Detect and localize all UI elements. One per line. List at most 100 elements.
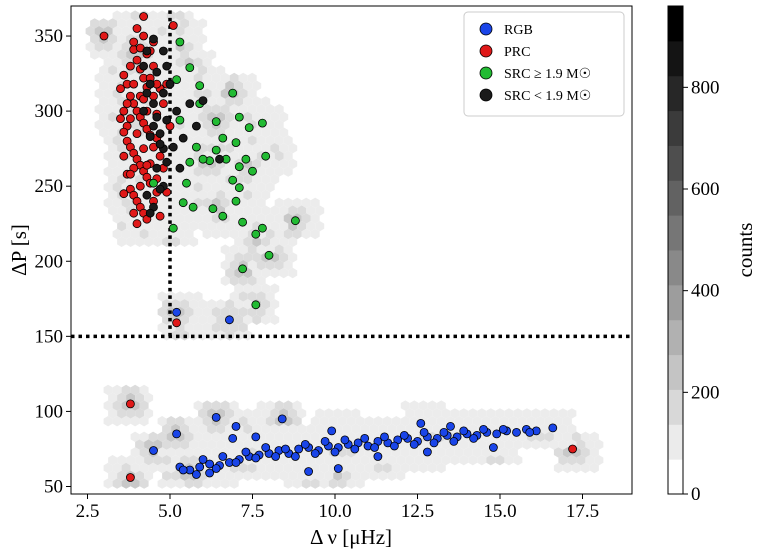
data-point <box>155 184 165 194</box>
density-hexbin <box>279 455 289 466</box>
data-point <box>251 432 261 442</box>
density-hexbin <box>283 431 293 442</box>
density-hexbin <box>292 197 302 208</box>
data-point <box>191 121 201 131</box>
colorbar-frame <box>667 5 684 495</box>
density-hexbin <box>189 423 199 435</box>
density-hexbin <box>279 111 289 123</box>
density-hexbin <box>247 197 257 208</box>
density-hexbin <box>328 416 338 427</box>
density-hexbin <box>292 431 302 442</box>
density-hexbin <box>94 104 104 115</box>
density-hexbin <box>225 205 235 216</box>
density-hexbin <box>252 96 262 107</box>
x-tick-label: 5.0 <box>158 501 182 522</box>
density-hexbin <box>522 408 532 419</box>
density-hexbin <box>261 158 271 169</box>
density-hexbin <box>274 400 284 411</box>
data-point <box>185 63 195 72</box>
density-hexbin <box>562 431 572 442</box>
density-hexbin <box>441 439 451 450</box>
data-point <box>241 447 251 457</box>
density-hexbin <box>243 143 253 154</box>
density-hexbin <box>234 470 244 481</box>
colorbar: 0 200 400 600 800 <box>667 5 720 505</box>
density-hexbin <box>364 462 374 474</box>
data-point <box>132 24 142 33</box>
data-point <box>234 162 244 172</box>
density-hexbin <box>202 478 212 489</box>
density-hexbin <box>135 470 145 481</box>
density-hexbin <box>243 96 253 107</box>
data-point <box>548 423 558 433</box>
density-hexbin <box>346 416 356 427</box>
density-hexbin <box>522 439 532 450</box>
density-hexbin <box>234 236 244 247</box>
density-hexbin <box>234 127 244 138</box>
density-hexbin <box>310 197 320 208</box>
density-hexbin <box>184 88 194 99</box>
density-hexbin <box>112 26 122 37</box>
density-hexbin <box>216 65 226 76</box>
density-hexbin <box>198 408 208 419</box>
density-hexbin <box>270 143 280 154</box>
density-hexbin <box>211 306 221 318</box>
density-hexbin <box>261 470 271 481</box>
density-hexbin <box>207 299 217 310</box>
density-hexbin <box>225 252 235 263</box>
density-hexbin <box>247 88 257 99</box>
density-hexbin <box>283 213 293 224</box>
density-hexbin <box>310 416 320 427</box>
density-hexbin <box>234 299 244 310</box>
density-hexbin <box>207 314 217 325</box>
density-hexbin <box>270 408 280 419</box>
colorbar-segment <box>668 389 683 425</box>
data-point <box>238 217 248 227</box>
density-hexbin <box>387 455 397 466</box>
data-point <box>234 183 244 193</box>
density-hexbin <box>513 408 523 419</box>
density-hexbin <box>103 478 113 489</box>
density-hexbin <box>333 455 343 466</box>
density-hexbin <box>180 221 190 232</box>
density-hexbin <box>504 408 514 419</box>
density-hexbin <box>184 72 194 84</box>
density-hexbin <box>247 416 257 427</box>
density-hexbin <box>580 462 590 474</box>
colorbar-tick-label: 600 <box>691 179 720 200</box>
density-hexbin <box>382 416 392 427</box>
density-hexbin <box>193 322 203 333</box>
data-point <box>116 114 125 123</box>
density-hexbin <box>193 88 203 99</box>
density-hexbin <box>216 221 226 232</box>
density-hexbin <box>256 462 266 474</box>
y-tick-label: 300 <box>35 101 64 122</box>
density-hexbin <box>540 439 550 450</box>
colorbar-segment <box>668 424 683 460</box>
density-hexbin <box>121 41 131 52</box>
data-point <box>149 99 158 108</box>
data-point <box>218 133 228 143</box>
density-hexbin <box>202 104 212 115</box>
density-hexbin <box>148 228 158 240</box>
density-hexbin <box>103 384 113 396</box>
density-hexbin <box>175 26 185 37</box>
density-hexbin <box>270 174 280 185</box>
density-hexbin <box>288 252 298 263</box>
data-point <box>244 123 254 132</box>
density-hexbin <box>108 18 118 29</box>
y-tick-label: 200 <box>35 251 64 272</box>
density-hexbin <box>265 400 275 411</box>
data-point <box>198 455 208 464</box>
data-point <box>129 37 139 47</box>
density-hexbin <box>495 408 505 419</box>
density-hexbin <box>90 18 100 29</box>
density-hexbin <box>144 221 154 232</box>
density-hexbin <box>310 213 320 224</box>
x-tick-label: 17.5 <box>566 501 599 522</box>
density-hexbin <box>243 205 253 216</box>
density-hexbin <box>112 150 122 162</box>
density-hexbin <box>252 252 262 263</box>
density-hexbin <box>121 228 131 240</box>
density-hexbin <box>216 299 226 310</box>
